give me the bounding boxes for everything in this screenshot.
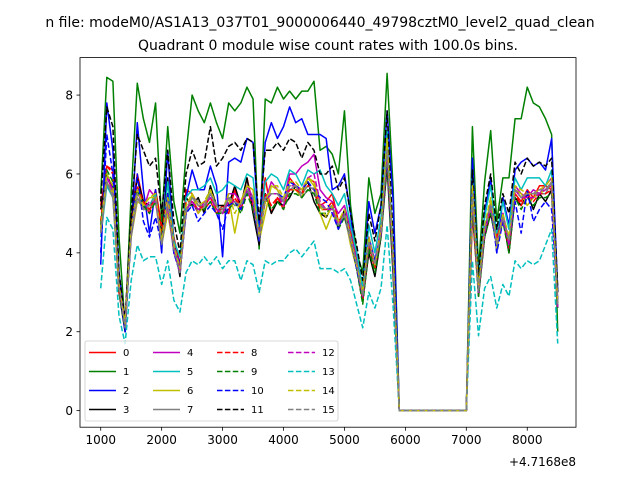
legend-label: 7 xyxy=(187,405,193,416)
x-tick-label: 1000 xyxy=(85,433,116,447)
legend-label: 14 xyxy=(322,386,335,397)
series-13-line xyxy=(99,216,559,412)
legend-frame xyxy=(84,340,339,422)
x-offset-label: +4.7168e8 xyxy=(509,455,576,469)
legend-label: 1 xyxy=(123,367,129,378)
legend-entry-5: 5 xyxy=(153,367,193,378)
series-15-line xyxy=(99,149,559,412)
legend-label: 5 xyxy=(187,367,193,378)
series-1-line xyxy=(99,72,559,412)
legend-entry-14: 14 xyxy=(288,386,335,397)
legend-entry-12: 12 xyxy=(288,348,335,359)
legend-entry-1: 1 xyxy=(89,367,129,378)
legend-entry-6: 6 xyxy=(153,386,193,397)
x-tick-label: 2000 xyxy=(146,433,177,447)
legend-entry-7: 7 xyxy=(153,405,193,416)
legend-entry-10: 10 xyxy=(217,386,264,397)
legend-label: 15 xyxy=(322,405,335,416)
legend-entry-9: 9 xyxy=(217,367,257,378)
legend-label: 10 xyxy=(251,386,264,397)
x-tick-label: 5000 xyxy=(329,433,360,447)
ticks-layer: 1000 2000 3000 4000 5000 6000 7000 8000 0 2 4 6 8 xyxy=(65,88,542,447)
axes-title: Quadrant 0 module wise count rates with … xyxy=(138,38,518,54)
legend-label: 0 xyxy=(123,348,129,359)
legend-label: 9 xyxy=(251,367,257,378)
legend-entry-2: 2 xyxy=(89,386,129,397)
y-tick-label: 8 xyxy=(65,88,73,102)
legend-entry-4: 4 xyxy=(153,348,193,359)
plot-frame xyxy=(79,57,577,428)
legend-label: 2 xyxy=(123,386,129,397)
legend-label: 13 xyxy=(322,367,335,378)
figure-suptitle: n file: modeM0/AS1A13_037T01_9000006440_… xyxy=(45,15,594,31)
series-layer xyxy=(99,72,559,412)
legend-entry-0: 0 xyxy=(89,348,129,359)
x-tick-label: 8000 xyxy=(512,433,543,447)
x-tick-label: 6000 xyxy=(390,433,421,447)
x-tick-label: 3000 xyxy=(207,433,238,447)
legend-entry-13: 13 xyxy=(288,367,335,378)
legend-label: 11 xyxy=(251,405,264,416)
legend-entry-8: 8 xyxy=(217,348,257,359)
series-11-line xyxy=(99,106,559,412)
legend-entry-11: 11 xyxy=(217,405,264,416)
y-tick-label: 2 xyxy=(65,325,73,339)
legend-label: 12 xyxy=(322,348,335,359)
y-tick-label: 4 xyxy=(65,246,73,260)
legend-label: 8 xyxy=(251,348,257,359)
x-tick-label: 7000 xyxy=(451,433,482,447)
legend-entry-3: 3 xyxy=(89,405,129,416)
y-tick-label: 0 xyxy=(65,404,73,418)
x-tick-label: 4000 xyxy=(268,433,299,447)
legend-label: 3 xyxy=(123,405,129,416)
legend-label: 6 xyxy=(187,386,193,397)
legend-entry-15: 15 xyxy=(288,405,335,416)
legend-label: 4 xyxy=(187,348,193,359)
y-tick-label: 6 xyxy=(65,167,73,181)
